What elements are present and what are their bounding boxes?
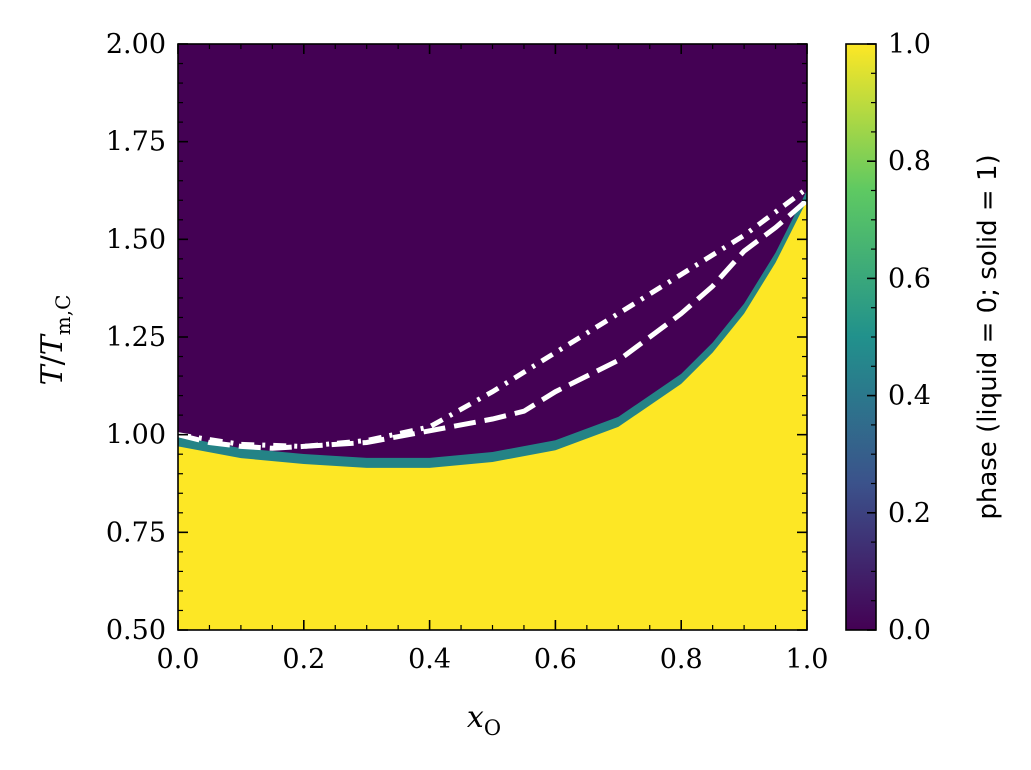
- y-axis-label-T: T: [35, 363, 70, 385]
- colorbar-ticks: 0.0 0.2 0.4 0.6 0.8 1.0: [867, 29, 931, 646]
- x-tick-label: 1.0: [786, 644, 829, 675]
- x-axis-label-main: x: [467, 700, 484, 735]
- dashed-boundary-line: [178, 198, 807, 451]
- x-tick-label: 0.2: [282, 644, 325, 675]
- x-axis-label: xO: [467, 700, 501, 740]
- colorbar-tick-label: 0.6: [888, 263, 931, 294]
- y-axis-label-Tm: T: [35, 333, 70, 355]
- y-tick-label: 1.00: [106, 420, 166, 451]
- y-tick-label: 0.75: [106, 517, 166, 548]
- y-axis-label: T/Tm,C: [35, 295, 75, 386]
- colorbar-tick-label: 0.2: [888, 498, 931, 529]
- colorbar-tick-label: 1.0: [888, 29, 931, 60]
- y-tick-label: 1.50: [106, 224, 166, 255]
- dotted-boundary-line: [178, 186, 807, 449]
- y-tick-label: 1.25: [106, 322, 166, 353]
- y-axis-label-slash: /: [35, 354, 70, 365]
- y-tick-label: 1.75: [106, 127, 166, 158]
- y-axis-ticks: 0.50 0.75 1.00 1.25 1.50 1.75 2.00: [106, 29, 807, 646]
- colorbar-tick-label: 0.8: [888, 146, 931, 177]
- y-tick-label: 2.00: [106, 29, 166, 60]
- y-tick-label: 0.50: [106, 615, 166, 646]
- y-axis-label-sub: m,C: [51, 295, 75, 336]
- colorbar-tick-label: 0.0: [888, 615, 931, 646]
- colorbar-label: phase (liquid = 0; solid = 1): [973, 154, 1003, 519]
- x-axis-label-sub: O: [484, 716, 501, 740]
- plot-area: [178, 44, 807, 630]
- x-tick-label: 0.4: [408, 644, 451, 675]
- x-tick-label: 0.8: [660, 644, 703, 675]
- x-tick-label: 0.6: [534, 644, 577, 675]
- colorbar-tick-label: 0.4: [888, 381, 931, 412]
- x-tick-label: 0.0: [157, 644, 200, 675]
- solid-region: [178, 200, 807, 630]
- x-axis-ticks: 0.0 0.2 0.4 0.6 0.8 1.0: [157, 44, 829, 675]
